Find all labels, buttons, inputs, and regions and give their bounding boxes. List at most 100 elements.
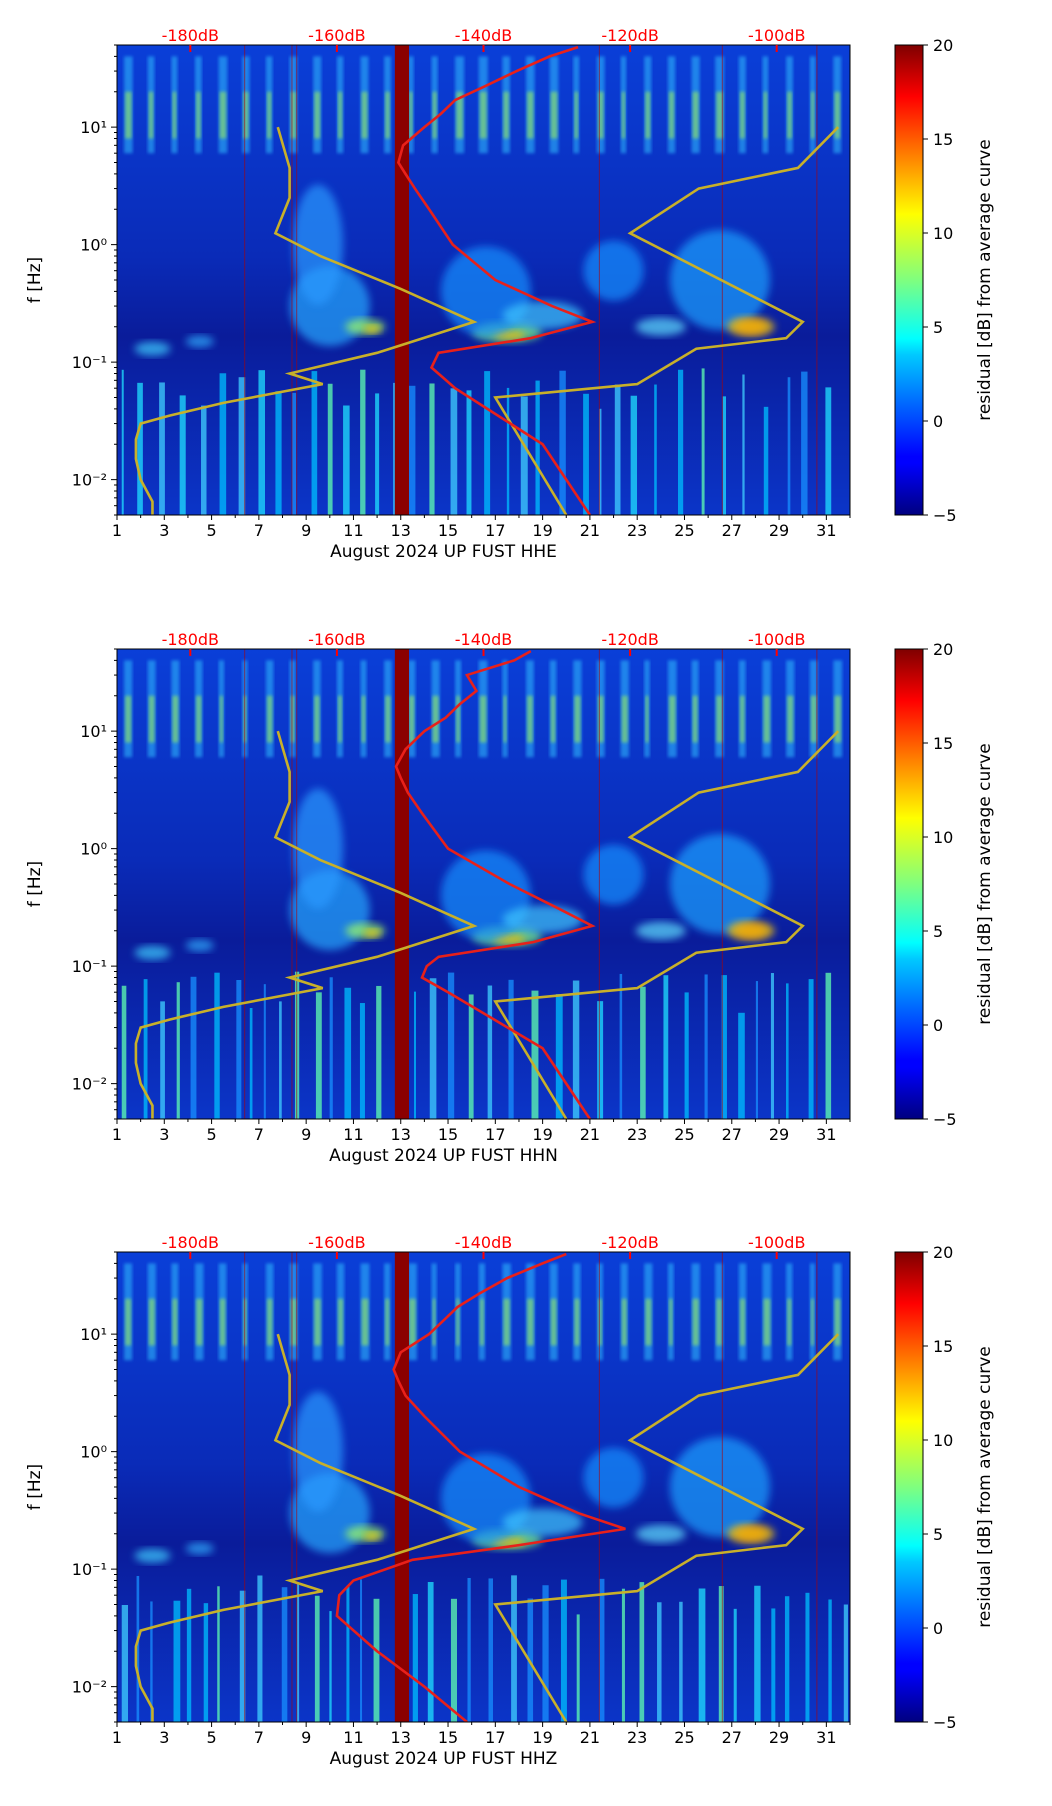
burst-core <box>337 695 342 743</box>
burst-core <box>810 1298 814 1346</box>
streak <box>663 975 669 1119</box>
streak <box>311 371 318 515</box>
db-tick-label: -180dB <box>162 630 219 649</box>
streak <box>450 388 458 515</box>
burst-core <box>834 695 842 743</box>
streak <box>375 393 380 515</box>
x-tick-label: 25 <box>674 1728 694 1747</box>
y-tick-label: 10⁰ <box>80 1443 107 1462</box>
streak <box>701 368 705 515</box>
streak <box>275 391 282 515</box>
blob <box>635 1524 686 1543</box>
microseism-blobs <box>134 184 775 356</box>
streak <box>429 383 435 515</box>
blob <box>726 1523 775 1544</box>
panel-3: 1 3 5 7 9 11 13 15 17 19 21 23 25 27 29 3110⁻²10⁻¹10⁰10… <box>25 1233 995 1769</box>
x-tick-label: 19 <box>532 1125 552 1144</box>
db-tick-label: -120dB <box>601 1233 658 1252</box>
db-tick-label: -140dB <box>455 630 512 649</box>
db-tick-label: -120dB <box>601 630 658 649</box>
blob <box>583 240 644 301</box>
burst-core <box>243 91 249 139</box>
burst-core <box>527 91 534 139</box>
streak <box>344 987 352 1119</box>
spectrogram <box>117 1252 850 1722</box>
db-tick-label: -100dB <box>748 630 805 649</box>
psd-curve <box>396 45 597 515</box>
burst-core <box>668 1298 673 1346</box>
db-tick-label: -180dB <box>162 1233 219 1252</box>
burst-core <box>574 695 581 743</box>
burst-core <box>219 1298 226 1346</box>
colorbar-gradient <box>894 648 924 1120</box>
x-tick-label: 17 <box>485 1728 505 1747</box>
x-tick-label: 5 <box>206 1125 216 1144</box>
streak <box>296 1582 300 1722</box>
db-tick-label: -100dB <box>748 26 805 45</box>
streak <box>238 377 246 515</box>
streak <box>677 369 684 515</box>
y-tick-label: 10¹ <box>80 118 107 137</box>
streak <box>801 371 808 515</box>
streak <box>159 382 165 515</box>
x-tick-label: 1 <box>112 521 122 540</box>
streak <box>258 370 266 515</box>
streak <box>291 392 297 515</box>
blob <box>134 1548 171 1563</box>
burst-core <box>645 695 649 743</box>
burst-core <box>621 91 626 139</box>
burst-core <box>456 1298 460 1346</box>
burst-core <box>266 91 272 139</box>
streak <box>704 974 708 1119</box>
colorbar: −5 0 5 10 15 20 residual [dB] from average cur… <box>894 36 995 525</box>
burst-core <box>763 91 768 139</box>
db-tick-label: -180dB <box>162 26 219 45</box>
colorbar-tick-label: 10 <box>933 224 953 243</box>
streak <box>698 1588 706 1722</box>
streak <box>718 1586 724 1722</box>
burst-core <box>385 91 390 139</box>
colorbar-tick-label: −5 <box>933 1110 957 1129</box>
burst-core <box>597 91 604 139</box>
x-tick-label: 23 <box>627 521 647 540</box>
low-frequency-streaks <box>121 971 832 1119</box>
spectrogram <box>117 649 850 1119</box>
streak <box>176 982 180 1119</box>
gap-band <box>394 649 410 1119</box>
streak <box>201 405 207 515</box>
burst-core <box>314 1298 321 1346</box>
colorbar-tick-label: 0 <box>933 1619 943 1638</box>
blob <box>292 788 343 909</box>
streak <box>427 1582 434 1722</box>
high-noise-model-curve <box>493 730 840 1119</box>
streak <box>315 992 322 1119</box>
panel-2: 1 3 5 7 9 11 13 15 17 19 21 23 25 27 29 3110⁻²10⁻¹10⁰10… <box>25 630 995 1166</box>
x-tick-label: 5 <box>206 521 216 540</box>
streak <box>531 990 539 1119</box>
x-tick-label: 23 <box>627 1728 647 1747</box>
burst-core <box>810 695 817 743</box>
y-tick-label: 10¹ <box>80 1325 107 1344</box>
burst-core <box>503 1298 510 1346</box>
blob <box>345 1525 386 1542</box>
x-tick-label: 11 <box>343 1125 363 1144</box>
streak <box>542 1585 549 1722</box>
burst-core <box>479 1298 485 1346</box>
x-tick-label: 31 <box>816 521 836 540</box>
x-tick-label: 7 <box>254 1728 264 1747</box>
burst-core <box>763 695 770 743</box>
streak <box>447 972 455 1119</box>
x-tick-label: 15 <box>438 521 458 540</box>
colorbar-tick-label: 0 <box>933 412 943 431</box>
burst-core <box>172 695 179 743</box>
burst-core <box>550 695 556 743</box>
burst-core <box>385 1298 390 1346</box>
streak <box>121 985 127 1119</box>
x-tick-label: 23 <box>627 1125 647 1144</box>
db-tick-label: -140dB <box>455 1233 512 1252</box>
burst-core <box>408 91 413 139</box>
streak <box>488 1578 493 1722</box>
burst-core <box>668 695 676 743</box>
colorbar-tick-label: 5 <box>933 1525 943 1544</box>
burst-core <box>621 695 628 743</box>
